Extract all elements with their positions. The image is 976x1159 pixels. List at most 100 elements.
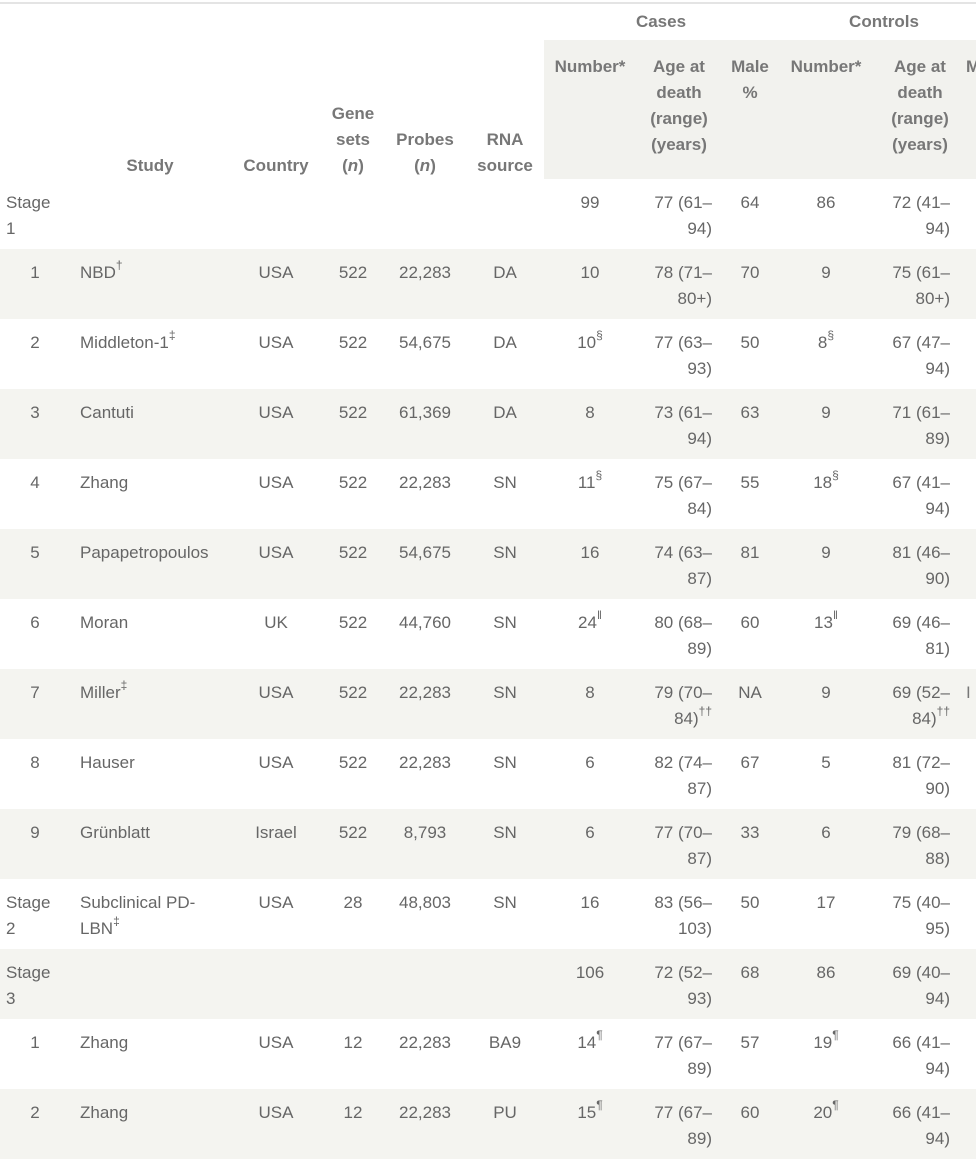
probes-cell: 8,793 [403,823,447,842]
age-text: 77 (70–87) [654,823,712,868]
rna-source-cell [466,179,544,249]
cnum-text: 86 [816,963,836,982]
cases-male-cell: NA [738,683,762,702]
controls-male-cell [966,599,976,669]
num-text: 10 [577,333,597,352]
country-cell: USA [258,543,294,562]
controls-age-cell: 75 (61–80+) [874,249,966,319]
study-cell: Zhang [70,1089,230,1159]
cage-text: 71 (61–89) [892,403,950,448]
cases-number-cell: 99 [544,179,636,249]
num-text: 11 [577,473,596,492]
col-controls-age-header: Age at death (range) (years) [874,40,966,179]
study-footnote-mark: ‡ [120,678,128,693]
col-country-header: Country [243,156,309,175]
gene-sets-cell: 522 [338,473,368,492]
cases-number-cell: 8 [544,669,636,739]
study-cell: Grünblatt [70,809,230,879]
num-text: 16 [580,543,600,562]
num-text: 16 [580,893,600,912]
probes-cell: 22,283 [399,1103,451,1122]
study-cell: Cantuti [70,389,230,459]
controls-age-cell: 69 (40–94) [874,949,966,1019]
gene-sets-cell: 12 [343,1033,363,1052]
controls-age-cell: 69 (52–84)†† [874,669,966,739]
col-probes-header: Probes (n) [396,130,454,175]
study-cell: Zhang [70,1019,230,1089]
cnum-text: 8 [817,333,828,352]
cases-male-cell: 70 [740,263,760,282]
row-index-cell: 5 [30,543,40,562]
country-cell: UK [264,613,288,632]
gene-sets-cell: 522 [338,403,368,422]
controls-male-cell [966,1089,976,1159]
cnum-text: 5 [821,753,831,772]
probes-cell: 22,283 [399,1033,451,1052]
controls-male-cell [966,1019,976,1089]
cnum-footnote-mark: ¶ [832,1098,839,1113]
country-cell: USA [258,893,294,912]
study-text: Papapetropoulos [80,543,209,562]
controls-age-cell: 75 (40–95) [874,879,966,949]
table-row: 1 NBD† USA 522 22,283 DA 10 78 (71–80+) 70 9 75 (6… [0,249,976,319]
probes-cell: 61,369 [399,403,451,422]
cnum-text: 19 [813,1033,833,1052]
rna-source-cell: SN [493,543,517,562]
probes-cell: 22,283 [399,753,451,772]
probes-cell [384,179,466,249]
study-text: Subclinical PD-LBN [80,893,196,938]
controls-male-cell [966,249,976,319]
age-text: 72 (52–93) [654,963,712,1008]
study-footnote-mark: † [115,258,123,273]
header-spacer [0,4,544,40]
probes-cell: 54,675 [399,543,451,562]
col-cases-male-header: Male% [722,40,778,179]
controls-age-cell: 81 (72–90) [874,739,966,809]
cases-number-cell: 10§ [544,319,636,389]
controls-number-cell: 9 [778,249,874,319]
country-cell: USA [258,403,294,422]
controls-number-cell: 86 [778,179,874,249]
num-text: 24 [578,613,597,632]
age-text: 74 (63–87) [654,543,712,588]
study-cell: NBD† [70,249,230,319]
cases-male-cell: 33 [740,823,760,842]
cases-number-cell: 106 [544,949,636,1019]
cage-text: 66 (41–94) [892,1103,950,1148]
cnum-footnote-mark: ‖ [832,608,838,623]
rna-source-cell: DA [493,263,517,282]
cage-text: 69 (46–81) [892,613,950,658]
country-cell [230,179,322,249]
probes-cell: 22,283 [399,683,451,702]
age-text: 79 (70–84) [654,683,712,728]
probes-cell: 22,283 [399,263,451,282]
study-text: Zhang [80,1103,129,1122]
cnum-text: 17 [816,893,836,912]
num-footnote-mark: § [596,328,603,343]
cage-text: 67 (41–94) [892,473,950,518]
country-cell: USA [258,1103,294,1122]
cnum-footnote-mark: § [832,468,839,483]
study-cell: Papapetropoulos [70,529,230,599]
cage-text: 69 (40–94) [892,963,950,1008]
rna-source-cell: BA9 [488,1033,522,1052]
table-row: 2 Middleton-1‡ USA 522 54,675 DA 10§ 77 (63–93)… [0,319,976,389]
gene-sets-cell: 522 [338,823,368,842]
gene-sets-cell: 12 [343,1103,363,1122]
cases-male-cell: 60 [740,613,760,632]
cage-text: 75 (61–80+) [892,263,950,308]
cnum-footnote-mark: § [827,328,835,343]
table-row: 5 Papapetropoulos USA 522 54,675 SN 16 74 (63–8… [0,529,976,599]
num-text: 106 [575,963,605,982]
cases-age-cell: 78 (71–80+) [636,249,722,319]
cases-number-cell: 15¶ [544,1089,636,1159]
study-cell [70,949,230,1019]
table-row: 4 Zhang USA 522 22,283 SN 11§ 75 (67–84) 55 18§ 67… [0,459,976,529]
table-row: 2 Zhang USA 12 22,283 PU 15¶ 77 (67–89) 60 20¶ 66 … [0,1089,976,1159]
row-index-cell: 3 [30,403,40,422]
controls-number-cell: 18§ [778,459,874,529]
col-study-header: Study [126,156,174,175]
cases-male-cell: 64 [740,193,760,212]
controls-age-cell: 79 (68–88) [874,809,966,879]
table-row: 7 Miller‡ USA 522 22,283 SN 8 79 (70–84)†† NA 9 69… [0,669,976,739]
